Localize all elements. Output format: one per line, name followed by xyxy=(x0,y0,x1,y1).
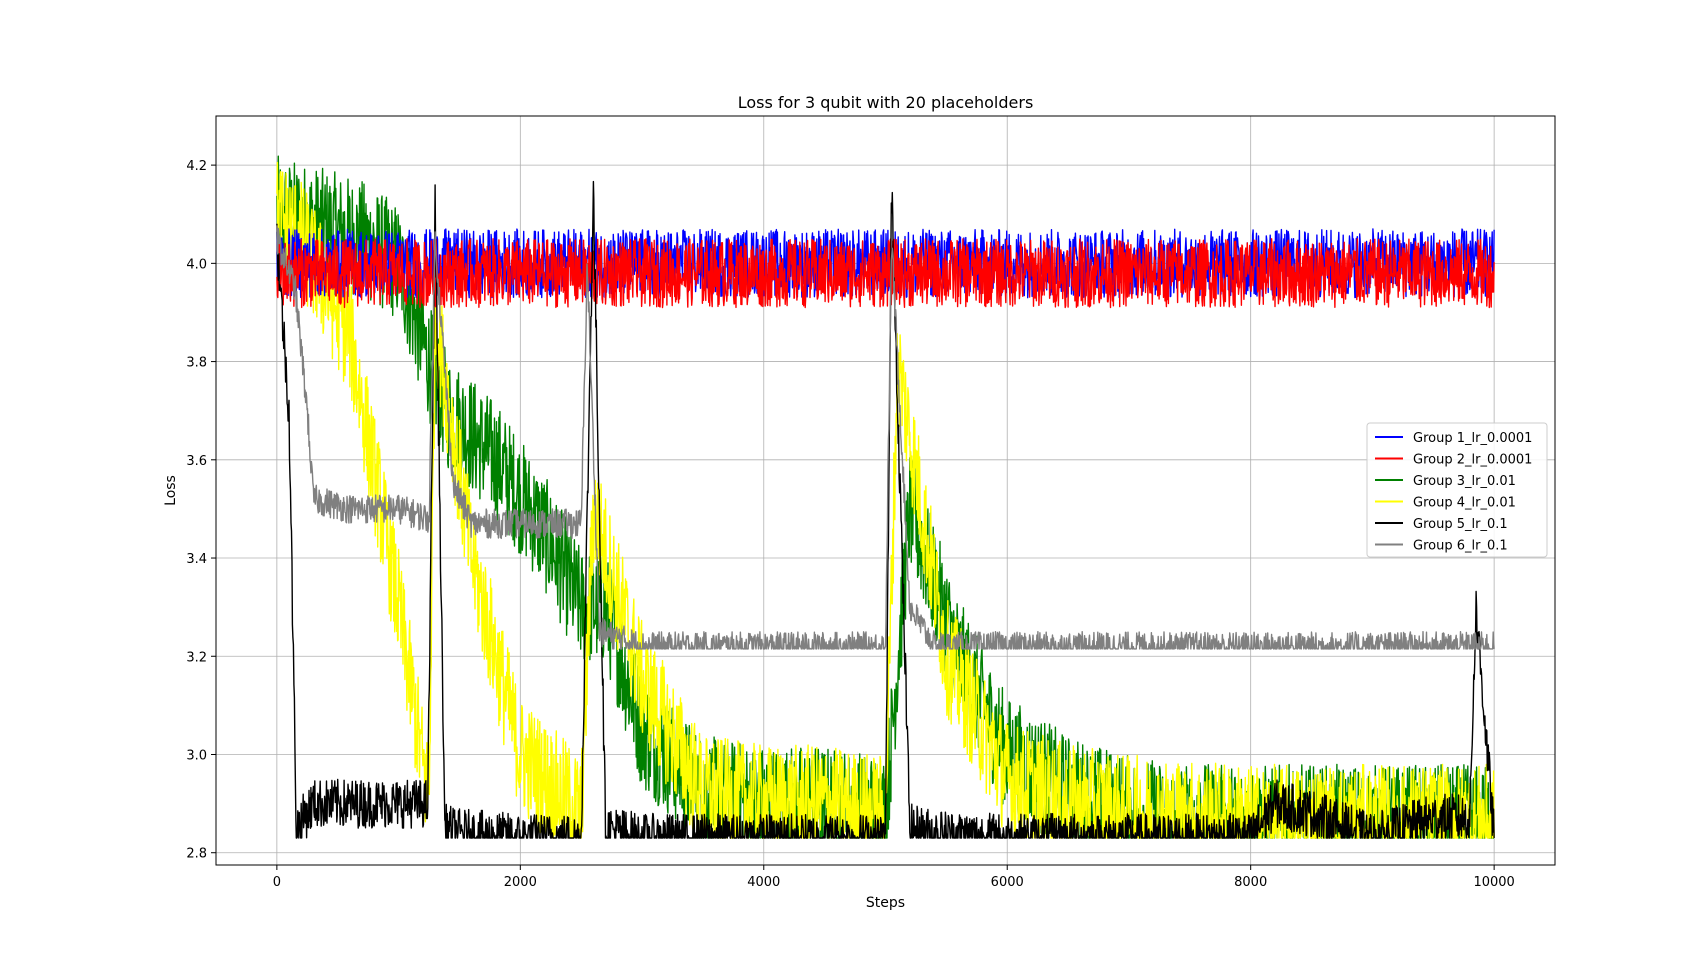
legend-entries: Group 1_lr_0.0001 Group 2_lr_0.0001 Group … xyxy=(1375,431,1532,554)
y-tick-label: 3.6 xyxy=(186,454,207,469)
series-line-5 xyxy=(276,180,1495,839)
y-tick-label: 3.4 xyxy=(186,552,207,567)
x-tick-label: 0 xyxy=(273,875,281,890)
x-axis-label: Steps xyxy=(866,895,905,911)
y-tick-label: 3.0 xyxy=(186,748,207,763)
x-tick-label: 8000 xyxy=(1234,875,1267,890)
series-line-1 xyxy=(276,228,1495,299)
legend-label-4: Group 4_lr_0.01 xyxy=(1413,496,1516,511)
legend-label-5: Group 5_lr_0.1 xyxy=(1413,517,1508,532)
x-tick-label: 2000 xyxy=(504,875,537,890)
legend-box xyxy=(1366,422,1548,558)
x-tick-label: 10000 xyxy=(1473,875,1514,890)
y-tick-label: 4.0 xyxy=(186,257,207,272)
plot-frame xyxy=(215,115,1556,866)
legend-label-2: Group 2_lr_0.0001 xyxy=(1413,453,1532,468)
y-tick-label: 3.2 xyxy=(186,650,207,665)
legend-label-6: Group 6_lr_0.1 xyxy=(1413,539,1508,554)
series-line-2 xyxy=(276,238,1495,309)
legend: Group 1_lr_0.0001 Group 2_lr_0.0001 Group … xyxy=(1366,422,1548,558)
chart-title: Loss for 3 qubit with 20 placeholders xyxy=(738,93,1034,112)
series-layer xyxy=(276,155,1495,839)
legend-label-1: Group 1_lr_0.0001 xyxy=(1413,431,1532,446)
y-tick-label: 3.8 xyxy=(186,356,207,371)
y-axis-label: Loss xyxy=(163,475,179,506)
y-tick-label: 4.2 xyxy=(186,159,207,174)
x-tick-label: 6000 xyxy=(991,875,1024,890)
x-tick-label: 4000 xyxy=(747,875,780,890)
y-tick-label: 2.8 xyxy=(186,847,207,862)
legend-label-3: Group 3_lr_0.01 xyxy=(1413,474,1516,489)
tick-layer: 0 2000 4000 6000 8000 10000 2.8 3.0 3.2 3.4 3.6 3.8… xyxy=(186,159,1515,890)
series-line-6 xyxy=(276,225,1495,650)
